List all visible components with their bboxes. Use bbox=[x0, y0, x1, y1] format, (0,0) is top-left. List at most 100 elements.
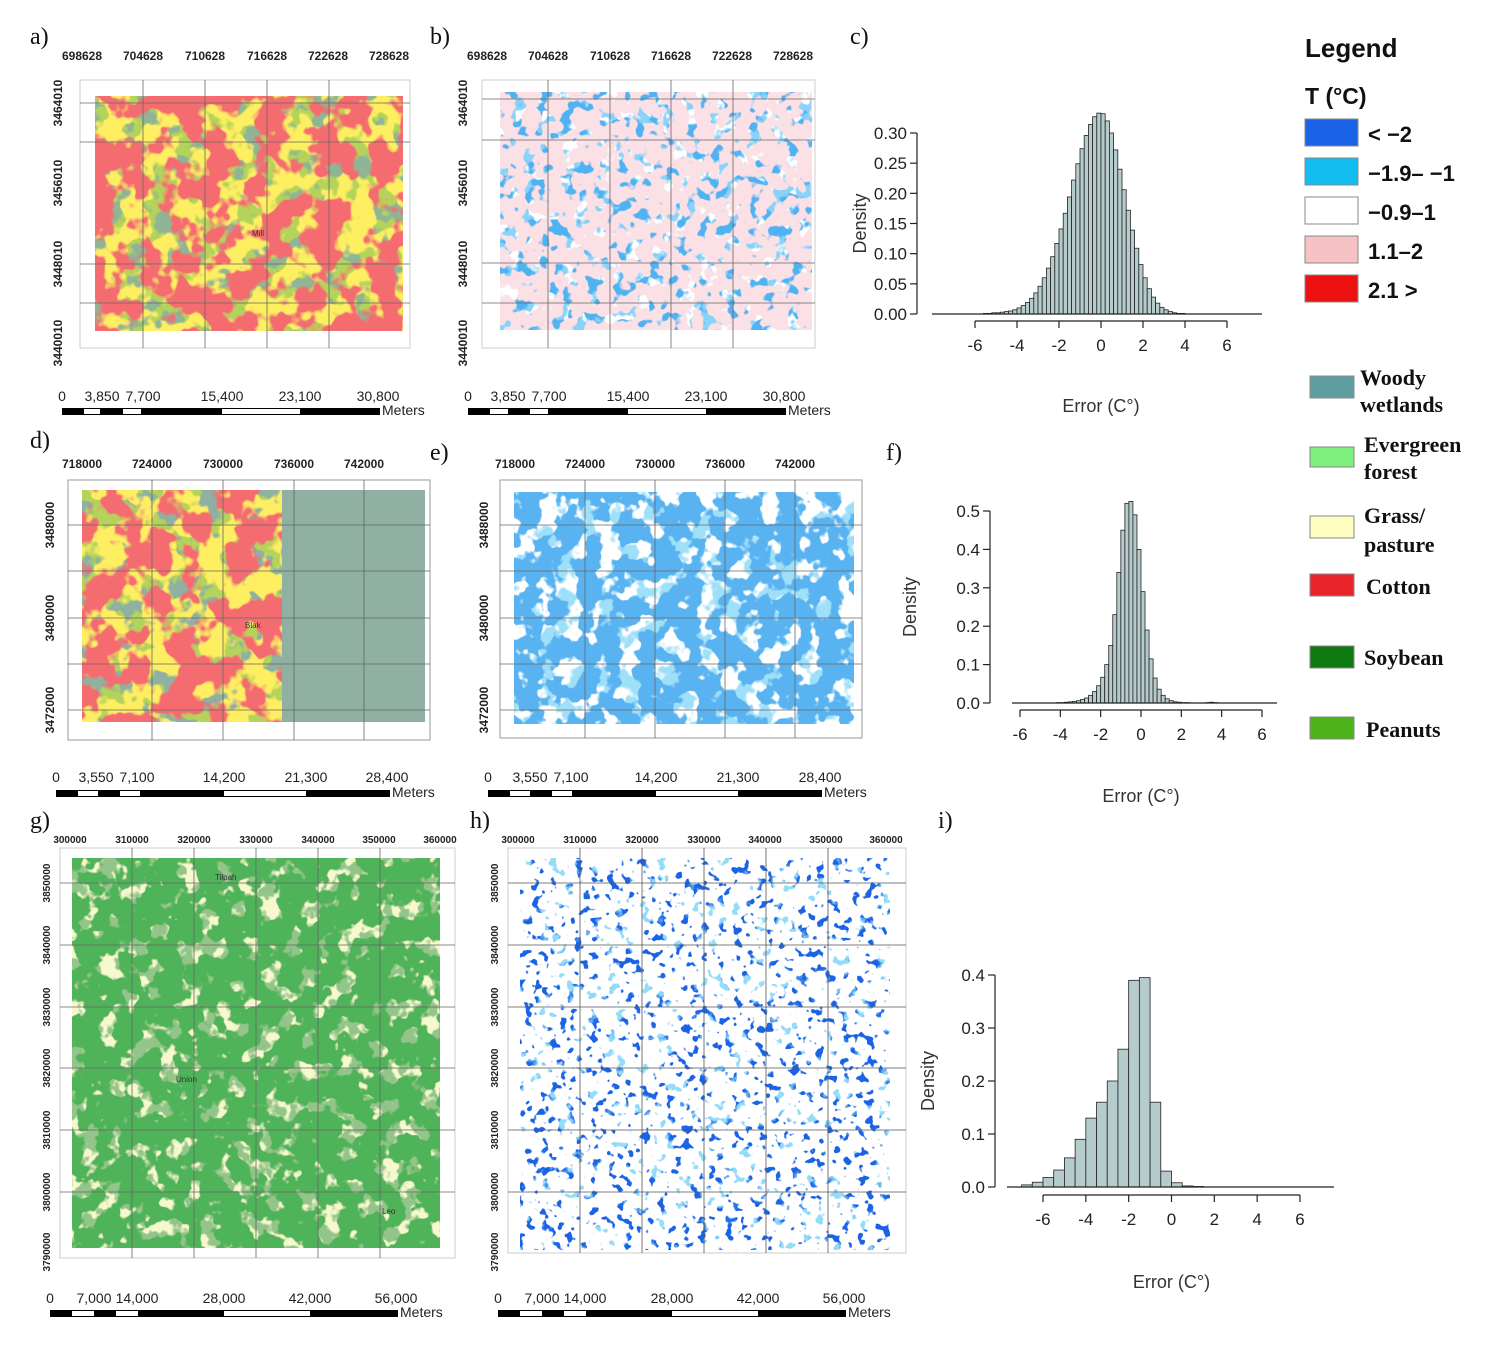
map-e-ytick: 3480000 bbox=[477, 594, 491, 641]
histogram-bar bbox=[1163, 309, 1169, 315]
map-b-xtick: 716628 bbox=[651, 49, 691, 63]
map-g-ytick: 3820000 bbox=[42, 1048, 53, 1087]
map-g-town: Union bbox=[176, 1075, 197, 1084]
scale-label: 23,100 bbox=[685, 388, 728, 404]
map-a-xtick: 704628 bbox=[123, 49, 163, 63]
scale-unit: Meters bbox=[824, 784, 867, 800]
map-e-x-ticks: 718000 724000 730000 736000 742000 bbox=[495, 457, 815, 471]
map-g-scalebar: 0 7,000 14,000 28,000 42,000 56,000 Mete… bbox=[46, 1290, 443, 1320]
scale-label: 0 bbox=[58, 388, 66, 404]
y-tick-label: 0.5 bbox=[956, 502, 980, 521]
map-h-ytick: 3830000 bbox=[490, 987, 501, 1026]
x-tick-label: 6 bbox=[1257, 725, 1266, 744]
histogram-bar bbox=[1142, 277, 1148, 315]
histogram-bar bbox=[1113, 149, 1119, 315]
x-tick-label: -2 bbox=[1051, 336, 1066, 355]
map-e-xtick: 742000 bbox=[775, 457, 815, 471]
histogram-bar bbox=[1164, 698, 1170, 704]
map-d-xtick: 730000 bbox=[203, 457, 243, 471]
map-h-temp bbox=[520, 858, 890, 1250]
map-h-scalebar: 0 7,000 14,000 28,000 42,000 56,000 Mete… bbox=[494, 1290, 891, 1320]
legend-swatch-cotton bbox=[1309, 573, 1355, 597]
x-tick-label: 6 bbox=[1222, 336, 1231, 355]
histogram-bar bbox=[1146, 288, 1152, 315]
histogram-bar bbox=[1128, 979, 1140, 1188]
map-g-y-ticks: 3850000 3840000 3830000 3820000 3810000 … bbox=[42, 863, 53, 1271]
map-h: 300000 310000 320000 330000 340000 35000… bbox=[490, 835, 907, 1320]
map-g-ytick: 3810000 bbox=[42, 1110, 53, 1149]
scale-label: 14,200 bbox=[635, 769, 678, 785]
map-a-crops bbox=[95, 96, 403, 331]
y-tick-label: 0.20 bbox=[874, 184, 907, 203]
histogram-bar bbox=[1058, 228, 1064, 315]
histogram-bar bbox=[1025, 302, 1031, 315]
map-g-grid bbox=[60, 848, 455, 1258]
map-e-temp bbox=[514, 492, 854, 724]
x-tick-label: 4 bbox=[1217, 725, 1226, 744]
map-g: Tilpah Union Leo 300000 310000 320000 33… bbox=[42, 835, 457, 1320]
histogram-bar bbox=[1092, 691, 1098, 704]
y-tick-label: 0.3 bbox=[956, 579, 980, 598]
map-a-ytick: 3440010 bbox=[51, 319, 65, 366]
panel-label-b: b) bbox=[430, 24, 450, 50]
map-d-xtick: 736000 bbox=[274, 457, 314, 471]
histogram-bar bbox=[1112, 614, 1118, 704]
histogram-bar bbox=[1109, 132, 1115, 315]
map-e: 718000 724000 730000 736000 742000 34880… bbox=[477, 457, 867, 800]
histogram-bar bbox=[1148, 658, 1154, 704]
x-tick-label: 2 bbox=[1177, 725, 1186, 744]
map-a-grid bbox=[80, 80, 410, 348]
map-b-xtick: 722628 bbox=[712, 49, 752, 63]
scale-label: 23,100 bbox=[279, 388, 322, 404]
histogram-bar bbox=[1104, 664, 1110, 704]
map-h-ytick: 3840000 bbox=[490, 925, 501, 964]
histogram-bar bbox=[1151, 296, 1157, 315]
map-b-ytick: 3440010 bbox=[456, 319, 470, 366]
histogram-bar bbox=[1096, 112, 1102, 315]
histogram-f: -6 -4 -2 0 2 4 6 0.0 0.1 0.2 0.3 0.4 0.5 Error (C°) De… bbox=[900, 500, 1277, 806]
histogram-bar bbox=[1031, 1181, 1044, 1188]
histogram-bar bbox=[1088, 124, 1094, 315]
x-tick-label: -6 bbox=[1012, 725, 1027, 744]
map-e-xtick: 730000 bbox=[635, 457, 675, 471]
scale-label: 7,700 bbox=[531, 388, 566, 404]
histogram-bar bbox=[1104, 120, 1110, 315]
histogram-bar bbox=[1100, 676, 1106, 704]
y-tick-label: 0.1 bbox=[961, 1125, 985, 1144]
x-tick-label: -4 bbox=[1053, 725, 1068, 744]
map-e-scalebar: 0 3,550 7,100 14,200 21,300 28,400 Meter… bbox=[484, 769, 867, 800]
y-tick-label: 0.25 bbox=[874, 154, 907, 173]
map-e-y-ticks: 3488000 3480000 3472000 bbox=[477, 501, 491, 733]
legend-temp-label: −1.9– −1 bbox=[1368, 161, 1455, 186]
histogram-c: -6 -4 -2 0 2 4 6 0.00 0.05 0.10 0.15 0.20 0.25 0.30 Er… bbox=[850, 112, 1262, 416]
map-g-ytick: 3790000 bbox=[42, 1232, 53, 1271]
map-h-xtick: 310000 bbox=[563, 835, 597, 846]
y-tick-label: 0.4 bbox=[956, 540, 980, 559]
map-b-scalebar: 0 3,850 7,700 15,400 23,100 30,800 Meter… bbox=[464, 388, 831, 418]
map-d-xtick: 718000 bbox=[62, 457, 102, 471]
histogram-bar bbox=[1096, 1101, 1108, 1188]
panel-label-a: a) bbox=[30, 24, 49, 50]
map-a-y-ticks: 3464010 3456010 3448010 3440010 bbox=[51, 79, 65, 366]
legend-landcover-label: Soybean bbox=[1364, 645, 1443, 670]
scale-label: 7,100 bbox=[553, 769, 588, 785]
map-b-xtick: 710628 bbox=[590, 49, 630, 63]
map-h-xtick: 340000 bbox=[748, 835, 782, 846]
y-tick-label: 0.4 bbox=[961, 966, 985, 985]
histogram-bar bbox=[1160, 1170, 1172, 1188]
map-d-crops bbox=[82, 490, 282, 722]
panel-label-f: f) bbox=[886, 440, 902, 466]
map-e-grid bbox=[500, 480, 862, 738]
x-tick-label: 2 bbox=[1210, 1210, 1219, 1229]
scale-label: 15,400 bbox=[607, 388, 650, 404]
legend-landcover-label: Woody bbox=[1360, 365, 1426, 390]
legend-swatch-m19-m1 bbox=[1304, 157, 1359, 186]
histogram-bar bbox=[1071, 179, 1077, 315]
histogram-bar bbox=[1042, 1177, 1055, 1188]
y-axis-label: Density bbox=[900, 577, 920, 637]
x-tick-label: -6 bbox=[1035, 1210, 1050, 1229]
histogram-bar bbox=[1075, 163, 1081, 315]
map-h-ytick: 3790000 bbox=[490, 1232, 501, 1271]
map-d-y-ticks: 3488000 3480000 3472000 bbox=[43, 501, 57, 733]
x-tick-label: 0 bbox=[1096, 336, 1105, 355]
